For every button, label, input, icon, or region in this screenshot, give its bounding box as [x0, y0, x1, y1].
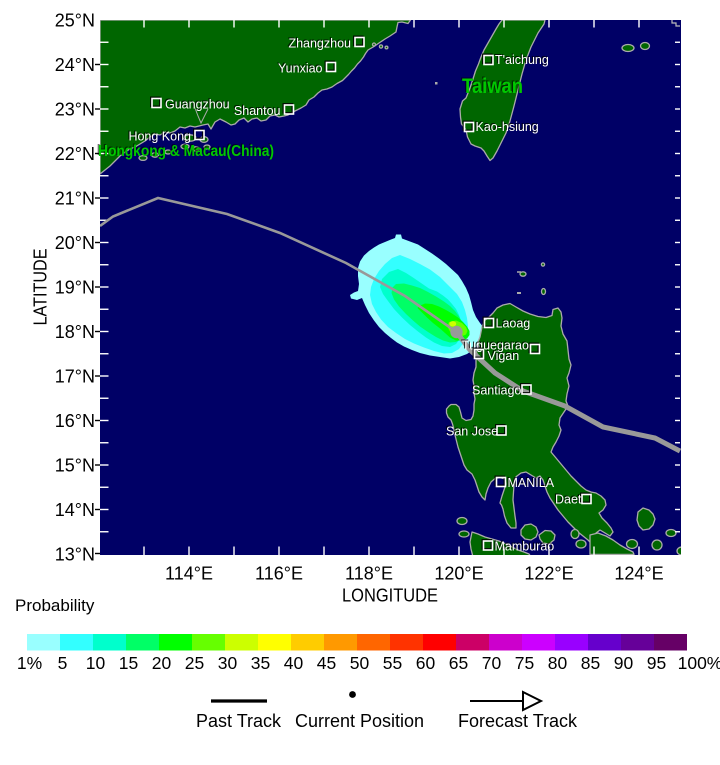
- svg-text:Hong Kong: Hong Kong: [127, 128, 190, 142]
- svg-text:Current Position: Current Position: [295, 711, 424, 731]
- svg-text:18°N: 18°N: [55, 322, 95, 342]
- svg-text:35: 35: [251, 653, 270, 673]
- svg-text:122°E: 122°E: [524, 564, 573, 584]
- svg-text:Hongkong & Macau(China): Hongkong & Macau(China): [97, 142, 273, 159]
- svg-text:118°E: 118°E: [345, 564, 393, 584]
- svg-text:MANILA: MANILA: [506, 475, 553, 489]
- svg-text:22°N: 22°N: [55, 144, 95, 164]
- svg-text:Daet: Daet: [555, 493, 582, 507]
- svg-text:85: 85: [581, 653, 600, 673]
- svg-text:20: 20: [152, 653, 172, 673]
- svg-text:Santiago: Santiago: [472, 384, 521, 398]
- svg-text:Zhangzhou: Zhangzhou: [287, 35, 350, 49]
- svg-text:116°E: 116°E: [255, 564, 303, 584]
- svg-text:124°E: 124°E: [614, 564, 663, 584]
- svg-text:70: 70: [482, 653, 502, 673]
- svg-text:30: 30: [218, 653, 238, 673]
- svg-text:MANILA: MANILA: [508, 476, 555, 490]
- svg-text:60: 60: [416, 653, 436, 673]
- svg-text:Kao-hsiung: Kao-hsiung: [476, 120, 539, 134]
- svg-text:24°N: 24°N: [55, 55, 95, 75]
- svg-text:120°E: 120°E: [434, 564, 483, 584]
- svg-text:114°E: 114°E: [165, 564, 213, 584]
- svg-text:90: 90: [614, 653, 634, 673]
- svg-text:Vigan: Vigan: [488, 349, 520, 363]
- svg-text:San Jose: San Jose: [445, 423, 497, 437]
- svg-text:10: 10: [86, 653, 106, 673]
- svg-text:Vigan: Vigan: [486, 348, 518, 362]
- svg-text:1%: 1%: [17, 653, 42, 673]
- svg-text:95: 95: [647, 653, 666, 673]
- svg-text:Yunxiao: Yunxiao: [277, 60, 322, 74]
- svg-text:80: 80: [548, 653, 568, 673]
- svg-text:16°N: 16°N: [55, 411, 95, 431]
- svg-text:Laoag: Laoag: [496, 317, 531, 331]
- svg-text:Taiwan: Taiwan: [462, 75, 523, 98]
- svg-text:5: 5: [58, 653, 68, 673]
- svg-text:LATITUDE: LATITUDE: [31, 249, 51, 326]
- svg-text:65: 65: [449, 653, 468, 673]
- svg-text:Shantou: Shantou: [234, 104, 281, 118]
- svg-text:Zhangzhou: Zhangzhou: [288, 37, 351, 51]
- svg-text:Daet: Daet: [554, 491, 581, 505]
- svg-text:San Jose: San Jose: [446, 425, 498, 439]
- svg-text:Santiago: Santiago: [471, 382, 520, 396]
- svg-text:25: 25: [185, 653, 204, 673]
- svg-text:Forecast Track: Forecast Track: [458, 711, 578, 731]
- svg-text:15°N: 15°N: [55, 456, 95, 476]
- svg-text:LONGITUDE: LONGITUDE: [342, 586, 438, 606]
- svg-text:Guangzhou: Guangzhou: [164, 96, 229, 110]
- svg-text:100%: 100%: [678, 653, 720, 673]
- svg-text:Taiwan: Taiwan: [461, 74, 522, 97]
- svg-text:23°N: 23°N: [55, 100, 95, 120]
- svg-text:17°N: 17°N: [55, 367, 95, 387]
- svg-text:Laoag: Laoag: [494, 315, 529, 329]
- svg-text:20°N: 20°N: [55, 233, 95, 253]
- svg-text:13°N: 13°N: [55, 545, 95, 565]
- svg-text:Hong Kong: Hong Kong: [128, 130, 191, 144]
- svg-text:40: 40: [284, 653, 304, 673]
- svg-text:19°N: 19°N: [55, 278, 95, 298]
- svg-text:Hongkong & Macau(China): Hongkong & Macau(China): [98, 143, 274, 160]
- svg-text:75: 75: [515, 653, 534, 673]
- svg-text:Mamburao: Mamburao: [493, 538, 553, 552]
- svg-text:Mamburao: Mamburao: [495, 540, 555, 554]
- svg-text:Guangzhou: Guangzhou: [165, 98, 230, 112]
- svg-text:14°N: 14°N: [55, 500, 95, 520]
- svg-text:15: 15: [119, 653, 138, 673]
- svg-text:55: 55: [383, 653, 402, 673]
- svg-text:Kao-hsiung: Kao-hsiung: [474, 119, 537, 133]
- svg-text:T'aichung: T'aichung: [494, 52, 548, 66]
- svg-text:Past Track: Past Track: [196, 711, 282, 731]
- svg-text:45: 45: [317, 653, 336, 673]
- svg-text:21°N: 21°N: [55, 189, 95, 209]
- svg-text:Yunxiao: Yunxiao: [278, 62, 323, 76]
- svg-text:T'aichung: T'aichung: [495, 53, 549, 67]
- svg-text:25°N: 25°N: [55, 11, 95, 31]
- svg-text:Probability: Probability: [15, 596, 95, 615]
- svg-text:50: 50: [350, 653, 370, 673]
- svg-text:Shantou: Shantou: [233, 103, 280, 117]
